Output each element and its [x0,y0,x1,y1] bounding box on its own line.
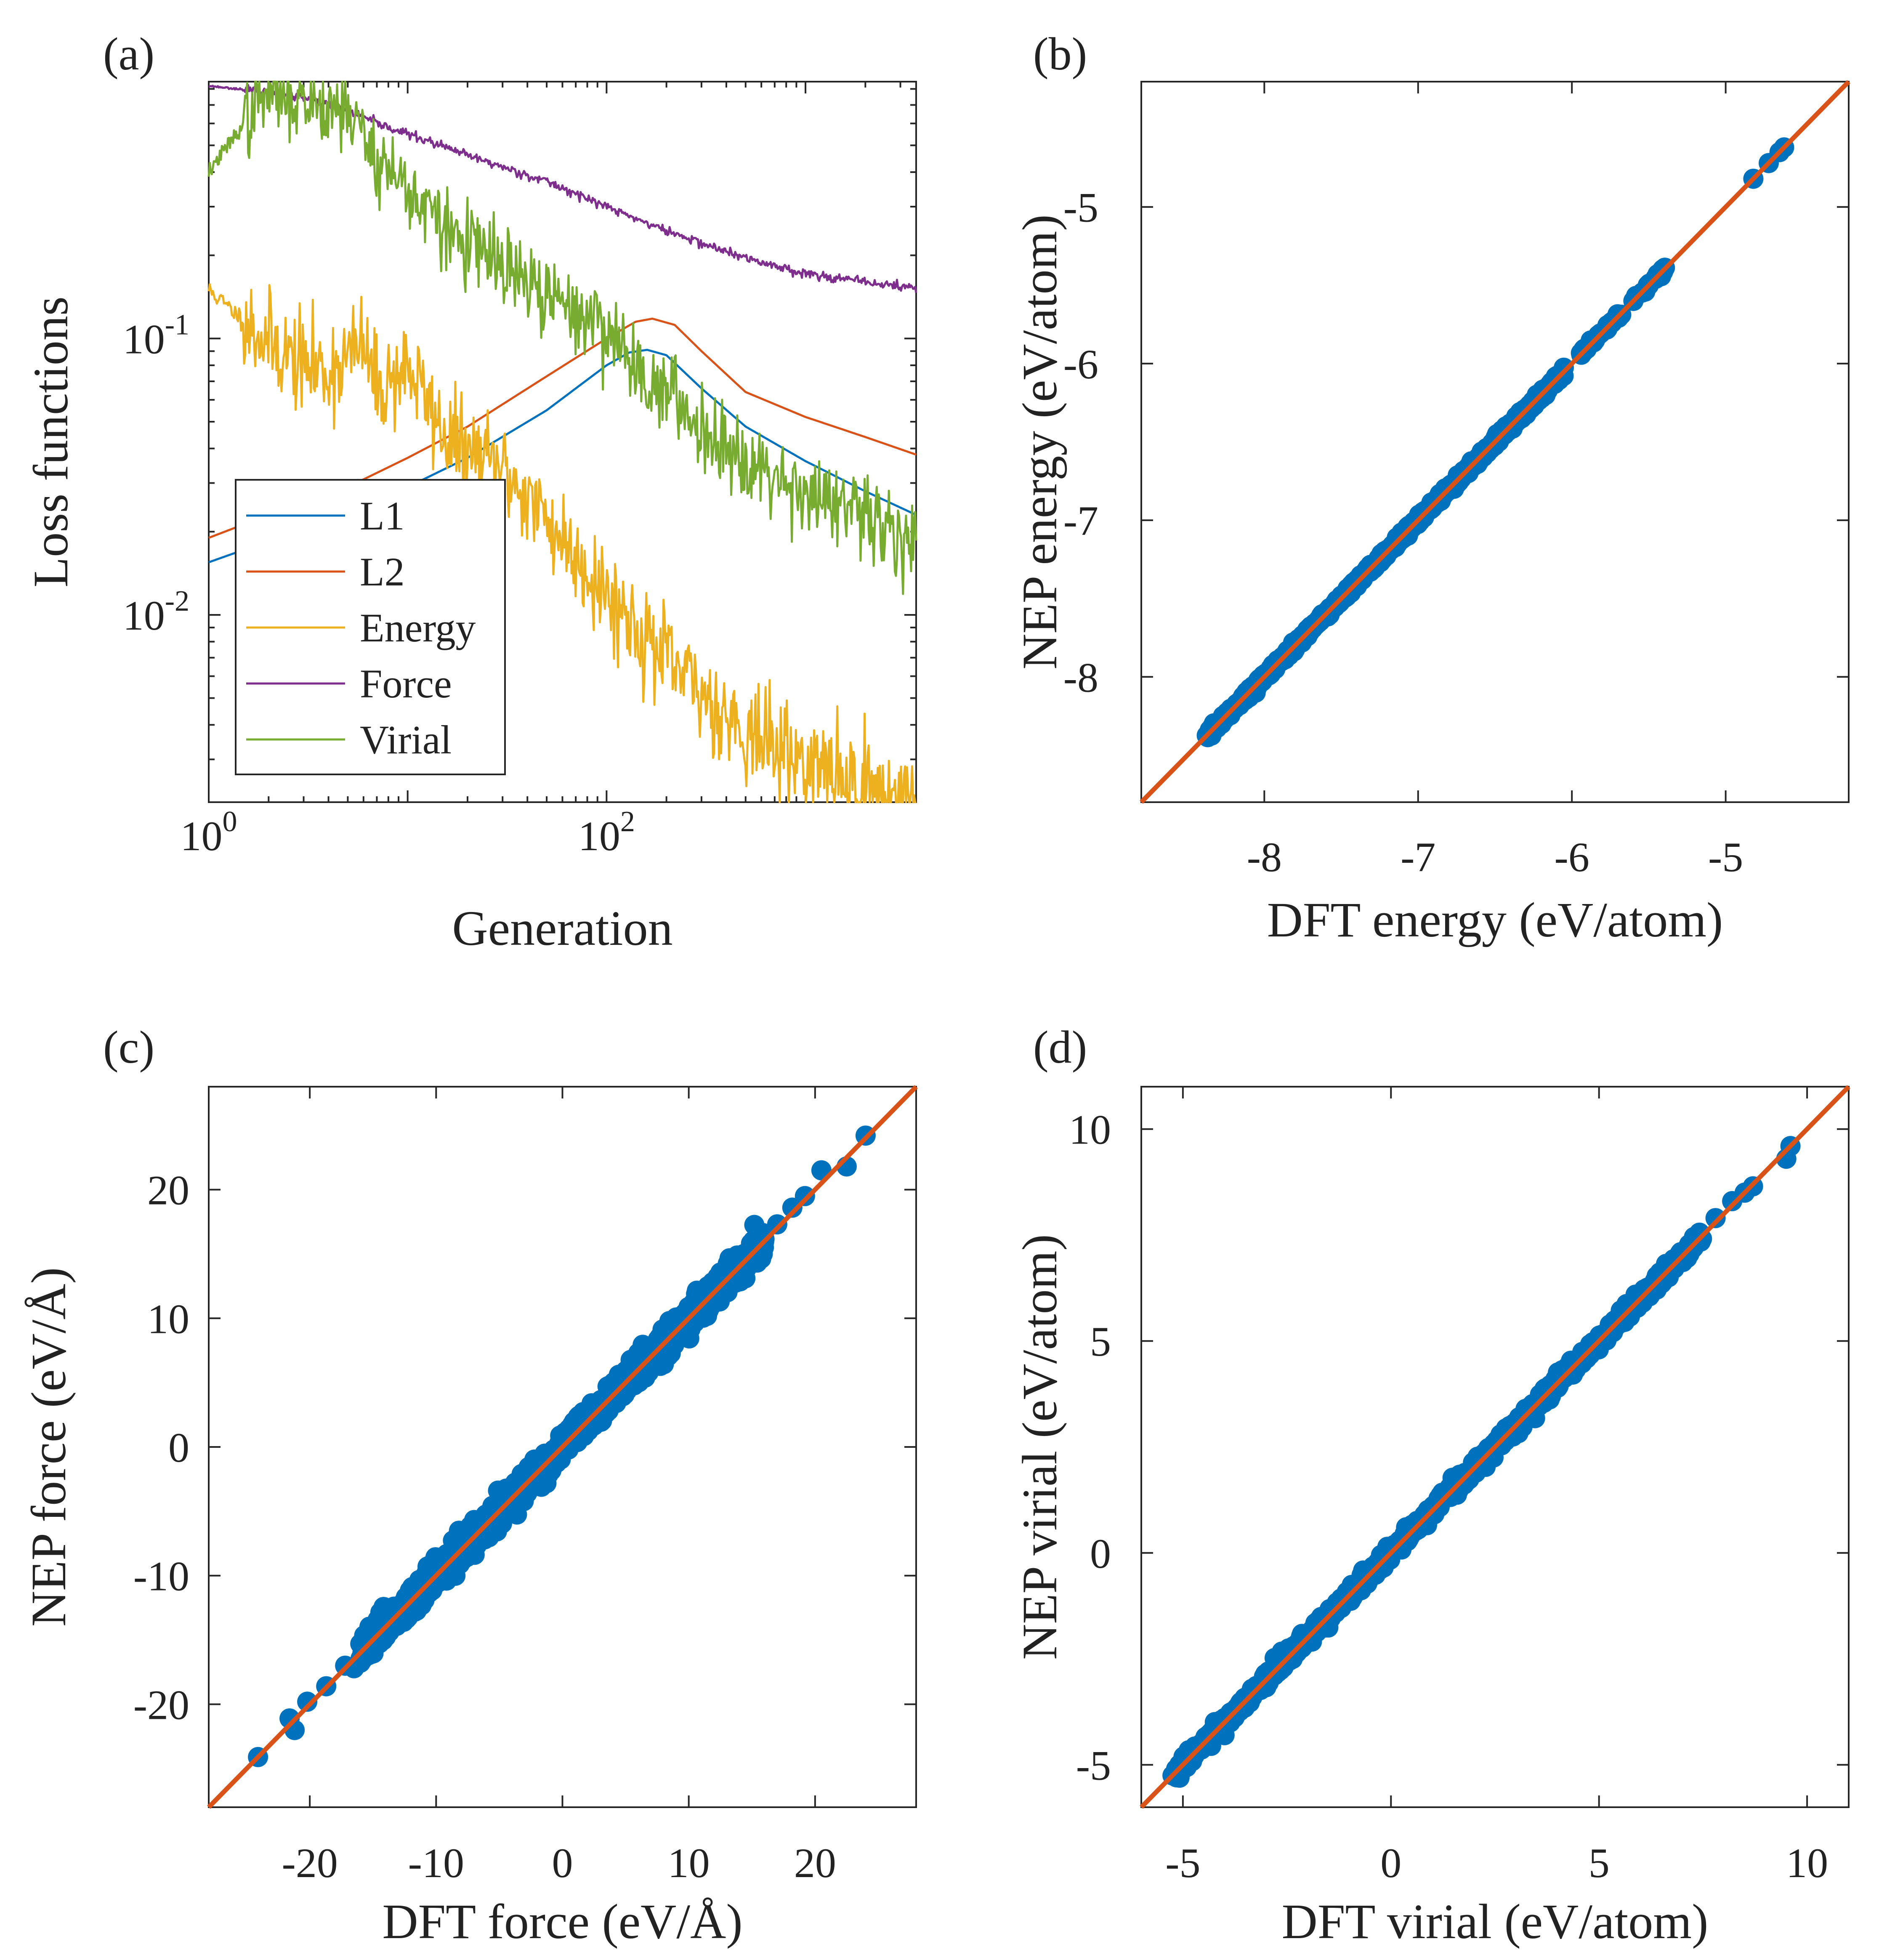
chart-b: -8 -7 -6 -5 -8 -7 -6 -5 (b) DFT energy (eV/atom) N… [1012,28,1850,947]
legend: L1 L2 Energy Force Virial [235,479,506,775]
series-line-energy [207,283,917,803]
panel-label: (b) [1033,28,1087,80]
y-tick-label: -10 [133,1553,189,1600]
legend-label-l2: L2 [360,549,405,594]
x-tick-label: -6 [1555,834,1589,880]
x-tick-label: 20 [794,1840,836,1886]
legend-label-energy: Energy [360,605,476,650]
x-tick-label: 10 [1786,1840,1828,1886]
x-axis-title: DFT force (eV/Å) [382,1894,742,1949]
x-tick-label: -10 [408,1840,464,1886]
scatter-point [1705,1208,1726,1229]
panel-label: (c) [103,1021,154,1073]
x-axis-title: DFT virial (eV/atom) [1282,1894,1709,1949]
y-axis-title: Loss functions [23,296,78,588]
y-tick-label: 10 [147,1295,189,1342]
x-axis-title: Generation [452,901,672,956]
x-tick-label: -20 [282,1840,338,1886]
x-tick-label: 100 [181,806,237,859]
y-tick-label: 0 [168,1424,189,1471]
scatter-point [752,1238,773,1258]
y-axis-title: NEP virial (eV/atom) [1012,1234,1067,1659]
legend-label-force: Force [360,661,452,706]
identity-line [207,1085,918,1809]
chart-a: 100 102 10-2 10-1 L1 L2 Energy Force Virial (a) Ge… [23,28,917,956]
y-tick-label: -7 [1063,497,1098,544]
y-tick-label: -5 [1063,184,1098,231]
scatter-point [795,1186,815,1206]
scatter-point [403,1594,424,1614]
scatter-point [767,1214,787,1235]
scatter-point [649,1355,670,1375]
scatter-point [699,1281,720,1302]
x-tick-label: -5 [1708,834,1743,880]
scatter-point [668,1314,688,1334]
x-tick-label: 0 [552,1840,573,1886]
y-tick-label: 0 [1090,1530,1111,1577]
x-tick-label: -7 [1401,834,1435,880]
scatter-point [1528,384,1548,404]
series-line-virial [207,80,917,595]
y-tick-label: -8 [1063,654,1098,701]
y-tick-label: 20 [147,1167,189,1214]
x-tick-label: -5 [1165,1840,1200,1886]
y-tick-label: 5 [1090,1318,1111,1365]
x-tick-label: -8 [1247,834,1282,880]
y-axis-title: NEP energy (eV/atom) [1012,214,1067,669]
y-tick-label: -6 [1063,341,1098,388]
scatter-point [739,1252,760,1272]
identity-line [1140,80,1850,804]
x-tick-label: 5 [1589,1840,1610,1886]
identity-line [1140,1085,1850,1809]
y-tick-label: 10-2 [123,585,189,639]
y-tick-label: 10-1 [123,308,189,362]
scatter-point [1533,1393,1554,1413]
legend-label-virial: Virial [360,717,452,762]
y-tick-label: -5 [1076,1742,1111,1789]
scatter-point [297,1691,318,1712]
scatter-point [654,1336,675,1357]
scatter-point [1370,1559,1390,1580]
x-axis-title: DFT energy (eV/atom) [1267,892,1723,947]
x-tick-label: 0 [1380,1840,1401,1886]
chart-d: -5 0 5 10 -5 0 5 10 (d) DFT virial (eV/atom) NEP v… [1012,1021,1850,1949]
scatter-point [1311,1608,1332,1628]
scatter-point [1454,1465,1474,1485]
y-axis-title: NEP force (eV/Å) [21,1267,76,1627]
scatter-point [438,1558,459,1579]
x-tick-label: 10 [668,1840,710,1886]
x-tick-label: 102 [578,806,635,859]
y-tick-label: -20 [133,1681,189,1728]
panel-label: (a) [103,28,154,80]
scatter-point [1289,1633,1309,1653]
y-tick-label: 10 [1069,1106,1111,1153]
chart-c: -20 -10 0 10 20 -20 -10 0 10 20 (c) DFT force (eV/Å… [21,1021,918,1949]
scatter-point [1572,1342,1593,1362]
legend-label-l1: L1 [360,493,405,538]
panel-label: (d) [1033,1021,1087,1073]
